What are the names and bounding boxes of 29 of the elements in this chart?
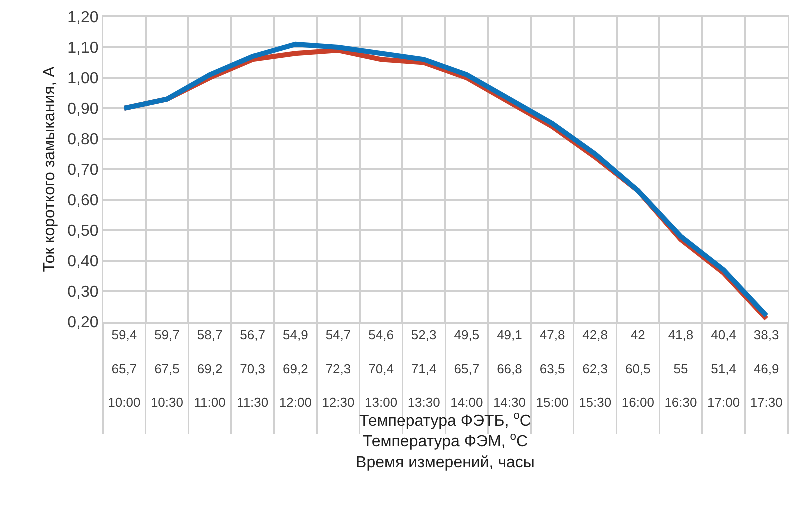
category-label: 54,7 72,3 12:30 <box>322 328 355 410</box>
y-axis-title: Ток короткого замыкания, А <box>42 66 59 272</box>
y-tick-label: 1,00 <box>68 70 99 88</box>
category-label: 59,4 65,7 10:00 <box>108 328 141 410</box>
y-tick-label: 1,10 <box>68 40 99 58</box>
category-label: 58,7 69,2 11:00 <box>194 328 226 410</box>
category-label: 56,7 70,3 11:30 <box>237 328 269 410</box>
category-label: 42,8 62,3 15:30 <box>579 328 612 410</box>
y-tick-label: 0,60 <box>68 192 99 210</box>
category-label: 47,8 63,5 15:00 <box>536 328 569 410</box>
y-tick-label: 0,50 <box>68 223 99 240</box>
y-tick-label: 0,40 <box>68 254 99 271</box>
y-tick-label: 0,20 <box>68 314 99 332</box>
y-tick-label: 0,30 <box>68 284 99 302</box>
category-label: 49,1 66,8 14:30 <box>493 328 526 410</box>
category-label: 54,6 70,4 13:00 <box>365 328 398 410</box>
category-label: 40,4 51,4 17:00 <box>708 328 740 410</box>
x-axis-title: Температура ФЭТБ, $^{o}$C Температура ФЭМ, $^{o}$C Время измерений, часы <box>356 410 535 472</box>
category-label: 54,9 69,2 12:00 <box>279 328 312 410</box>
y-tick-label: 1,20 <box>68 10 99 27</box>
y-tick-label: 0,90 <box>68 101 99 118</box>
category-label: 59,7 67,5 10:30 <box>150 328 184 410</box>
category-label: 52,3 71,4 13:30 <box>408 328 440 410</box>
category-label: 41,8 55 16:30 <box>664 328 698 410</box>
y-tick-label: 0,80 <box>68 132 99 149</box>
category-label: 42 60,5 16:00 <box>622 328 654 410</box>
y-tick-label: 0,70 <box>68 162 99 180</box>
category-label: 38,3 46,9 17:30 <box>750 328 783 410</box>
category-label: 49,5 65,7 14:00 <box>450 328 484 410</box>
